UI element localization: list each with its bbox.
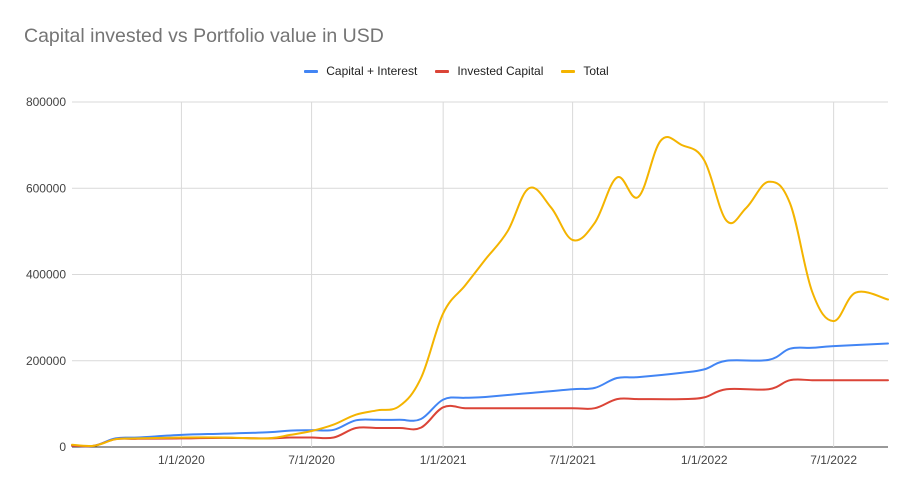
x-tick-label: 7/1/2020 xyxy=(288,453,335,467)
chart-legend: Capital + Interest Invested Capital Tota… xyxy=(0,64,913,78)
legend-swatch xyxy=(435,69,450,73)
legend-label: Capital + Interest xyxy=(326,64,418,78)
y-tick-label: 0 xyxy=(59,440,66,454)
legend-item-capital-interest: Capital + Interest xyxy=(304,64,417,78)
chart-title: Capital invested vs Portfolio value in U… xyxy=(24,25,384,47)
series-line-invested-capital xyxy=(71,378,889,448)
legend-item-invested-capital: Invested Capital xyxy=(435,64,543,78)
x-tick-label: 1/1/2020 xyxy=(158,453,205,467)
legend-label: Invested Capital xyxy=(457,64,544,78)
y-tick-label: 800000 xyxy=(26,95,66,109)
x-tick-label: 7/1/2022 xyxy=(810,453,857,467)
y-tick-label: 200000 xyxy=(26,354,66,368)
legend-item-total: Total xyxy=(561,64,609,78)
legend-label: Total xyxy=(583,64,609,78)
legend-swatch xyxy=(304,69,319,73)
series-line-capital-interest xyxy=(71,342,889,448)
legend-swatch xyxy=(561,69,576,73)
y-tick-label: 600000 xyxy=(26,181,66,195)
series-line-total xyxy=(71,136,889,448)
x-tick-label: 1/1/2021 xyxy=(420,453,467,467)
x-tick-label: 1/1/2022 xyxy=(681,453,728,467)
x-tick-label: 7/1/2021 xyxy=(549,453,596,467)
y-tick-label: 400000 xyxy=(26,268,66,282)
